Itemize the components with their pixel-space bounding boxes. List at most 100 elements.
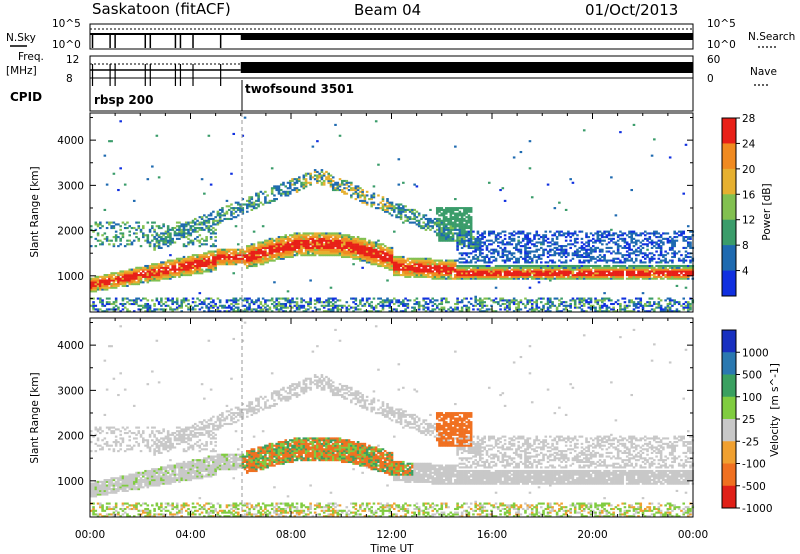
power-cell <box>490 255 493 259</box>
power-cell <box>112 272 116 275</box>
power-cell <box>153 245 156 248</box>
power-cell <box>241 259 245 262</box>
power-cell <box>628 246 631 249</box>
power-cell <box>166 232 170 235</box>
power-cell <box>424 266 428 269</box>
power-cell <box>286 192 290 195</box>
power-cell <box>469 302 473 306</box>
power-cell <box>157 279 161 282</box>
power-cell <box>338 304 342 307</box>
power-cell <box>616 275 620 278</box>
power-cell <box>227 250 231 253</box>
power-cell <box>370 301 373 304</box>
power-cell <box>465 234 468 237</box>
power-cell <box>433 268 437 271</box>
power-cell <box>223 248 226 251</box>
power-cell <box>411 259 414 262</box>
power-cell <box>463 297 466 300</box>
power-cell <box>438 302 441 306</box>
power-cell <box>166 266 170 269</box>
power-cell <box>365 243 369 246</box>
power-cell <box>234 301 238 304</box>
power-cell <box>340 304 344 307</box>
power-cell <box>171 275 174 278</box>
power-cell <box>435 266 439 269</box>
power-cell <box>510 275 514 278</box>
power-cell <box>157 241 161 244</box>
power-cell <box>449 275 453 278</box>
power-cell <box>483 243 487 246</box>
power-cell <box>442 261 446 264</box>
power-cell <box>356 243 360 246</box>
power-cell <box>153 268 156 271</box>
power-cell <box>456 225 459 228</box>
power-cell <box>336 246 340 249</box>
power-cell <box>137 304 141 307</box>
power-cell <box>417 257 421 260</box>
power-cell <box>146 299 150 302</box>
power-cell <box>456 308 459 311</box>
power-cell <box>413 259 416 262</box>
power-cell <box>164 270 168 273</box>
power-cell <box>508 259 511 262</box>
power-cell <box>594 232 597 235</box>
power-cell <box>533 301 536 304</box>
power-cell <box>359 254 362 257</box>
power-cell <box>420 264 423 268</box>
power-cell <box>528 264 532 268</box>
power-cell <box>126 308 129 311</box>
power-cell <box>218 254 222 257</box>
power-cell <box>182 234 186 237</box>
power-cell <box>307 232 310 235</box>
power-cell <box>383 245 387 248</box>
power-cell <box>546 277 550 280</box>
power-cell <box>528 255 532 259</box>
power-cell <box>361 239 364 242</box>
power-cell <box>232 252 236 255</box>
power-cell <box>478 297 482 300</box>
power-cell <box>372 241 376 244</box>
power-cell <box>103 154 107 157</box>
power-cell <box>623 239 627 242</box>
power-cell <box>329 181 333 184</box>
power-cell <box>169 308 172 311</box>
power-cell <box>465 212 468 215</box>
power-cell <box>318 252 321 255</box>
power-cell <box>372 246 376 249</box>
power-cell <box>144 275 147 278</box>
power-cell <box>596 302 600 306</box>
power-cell <box>494 259 498 262</box>
power-cell <box>264 261 267 264</box>
power-cell <box>146 221 150 224</box>
power-cell <box>454 302 457 306</box>
power-cell <box>478 310 482 313</box>
power-cell <box>361 266 364 269</box>
power-cell <box>569 239 572 242</box>
power-cell <box>96 286 100 289</box>
power-cell <box>230 302 233 306</box>
power-cell <box>173 234 177 237</box>
power-cell <box>257 257 260 260</box>
power-cell <box>399 207 403 210</box>
power-cell <box>515 268 518 271</box>
power-cell <box>191 261 195 264</box>
power-cell <box>184 221 188 224</box>
power-cell <box>223 310 226 313</box>
power-cell <box>374 250 378 253</box>
power-cell <box>625 243 629 246</box>
power-cell <box>194 223 197 226</box>
power-cell <box>288 301 292 304</box>
power-cell <box>601 259 604 262</box>
power-cell <box>458 264 462 268</box>
power-cell <box>454 145 457 148</box>
power-cell <box>198 264 202 268</box>
power-cell <box>119 120 122 123</box>
power-cell <box>275 248 278 251</box>
power-cell <box>621 266 624 269</box>
power-cell <box>580 275 584 278</box>
power-cell <box>449 236 453 239</box>
power-cell <box>207 250 211 253</box>
power-cell <box>316 236 319 239</box>
power-cell <box>598 237 602 240</box>
power-cell <box>157 264 161 268</box>
